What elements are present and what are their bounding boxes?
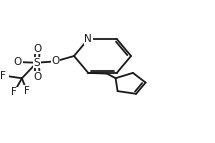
Text: F: F (24, 86, 30, 96)
Text: N: N (84, 34, 92, 44)
Text: O: O (51, 56, 60, 66)
Text: O: O (14, 57, 22, 67)
Text: F: F (11, 87, 17, 97)
Text: F: F (0, 70, 6, 81)
Text: O: O (34, 44, 42, 54)
Text: S: S (33, 58, 40, 68)
Text: O: O (34, 72, 42, 82)
